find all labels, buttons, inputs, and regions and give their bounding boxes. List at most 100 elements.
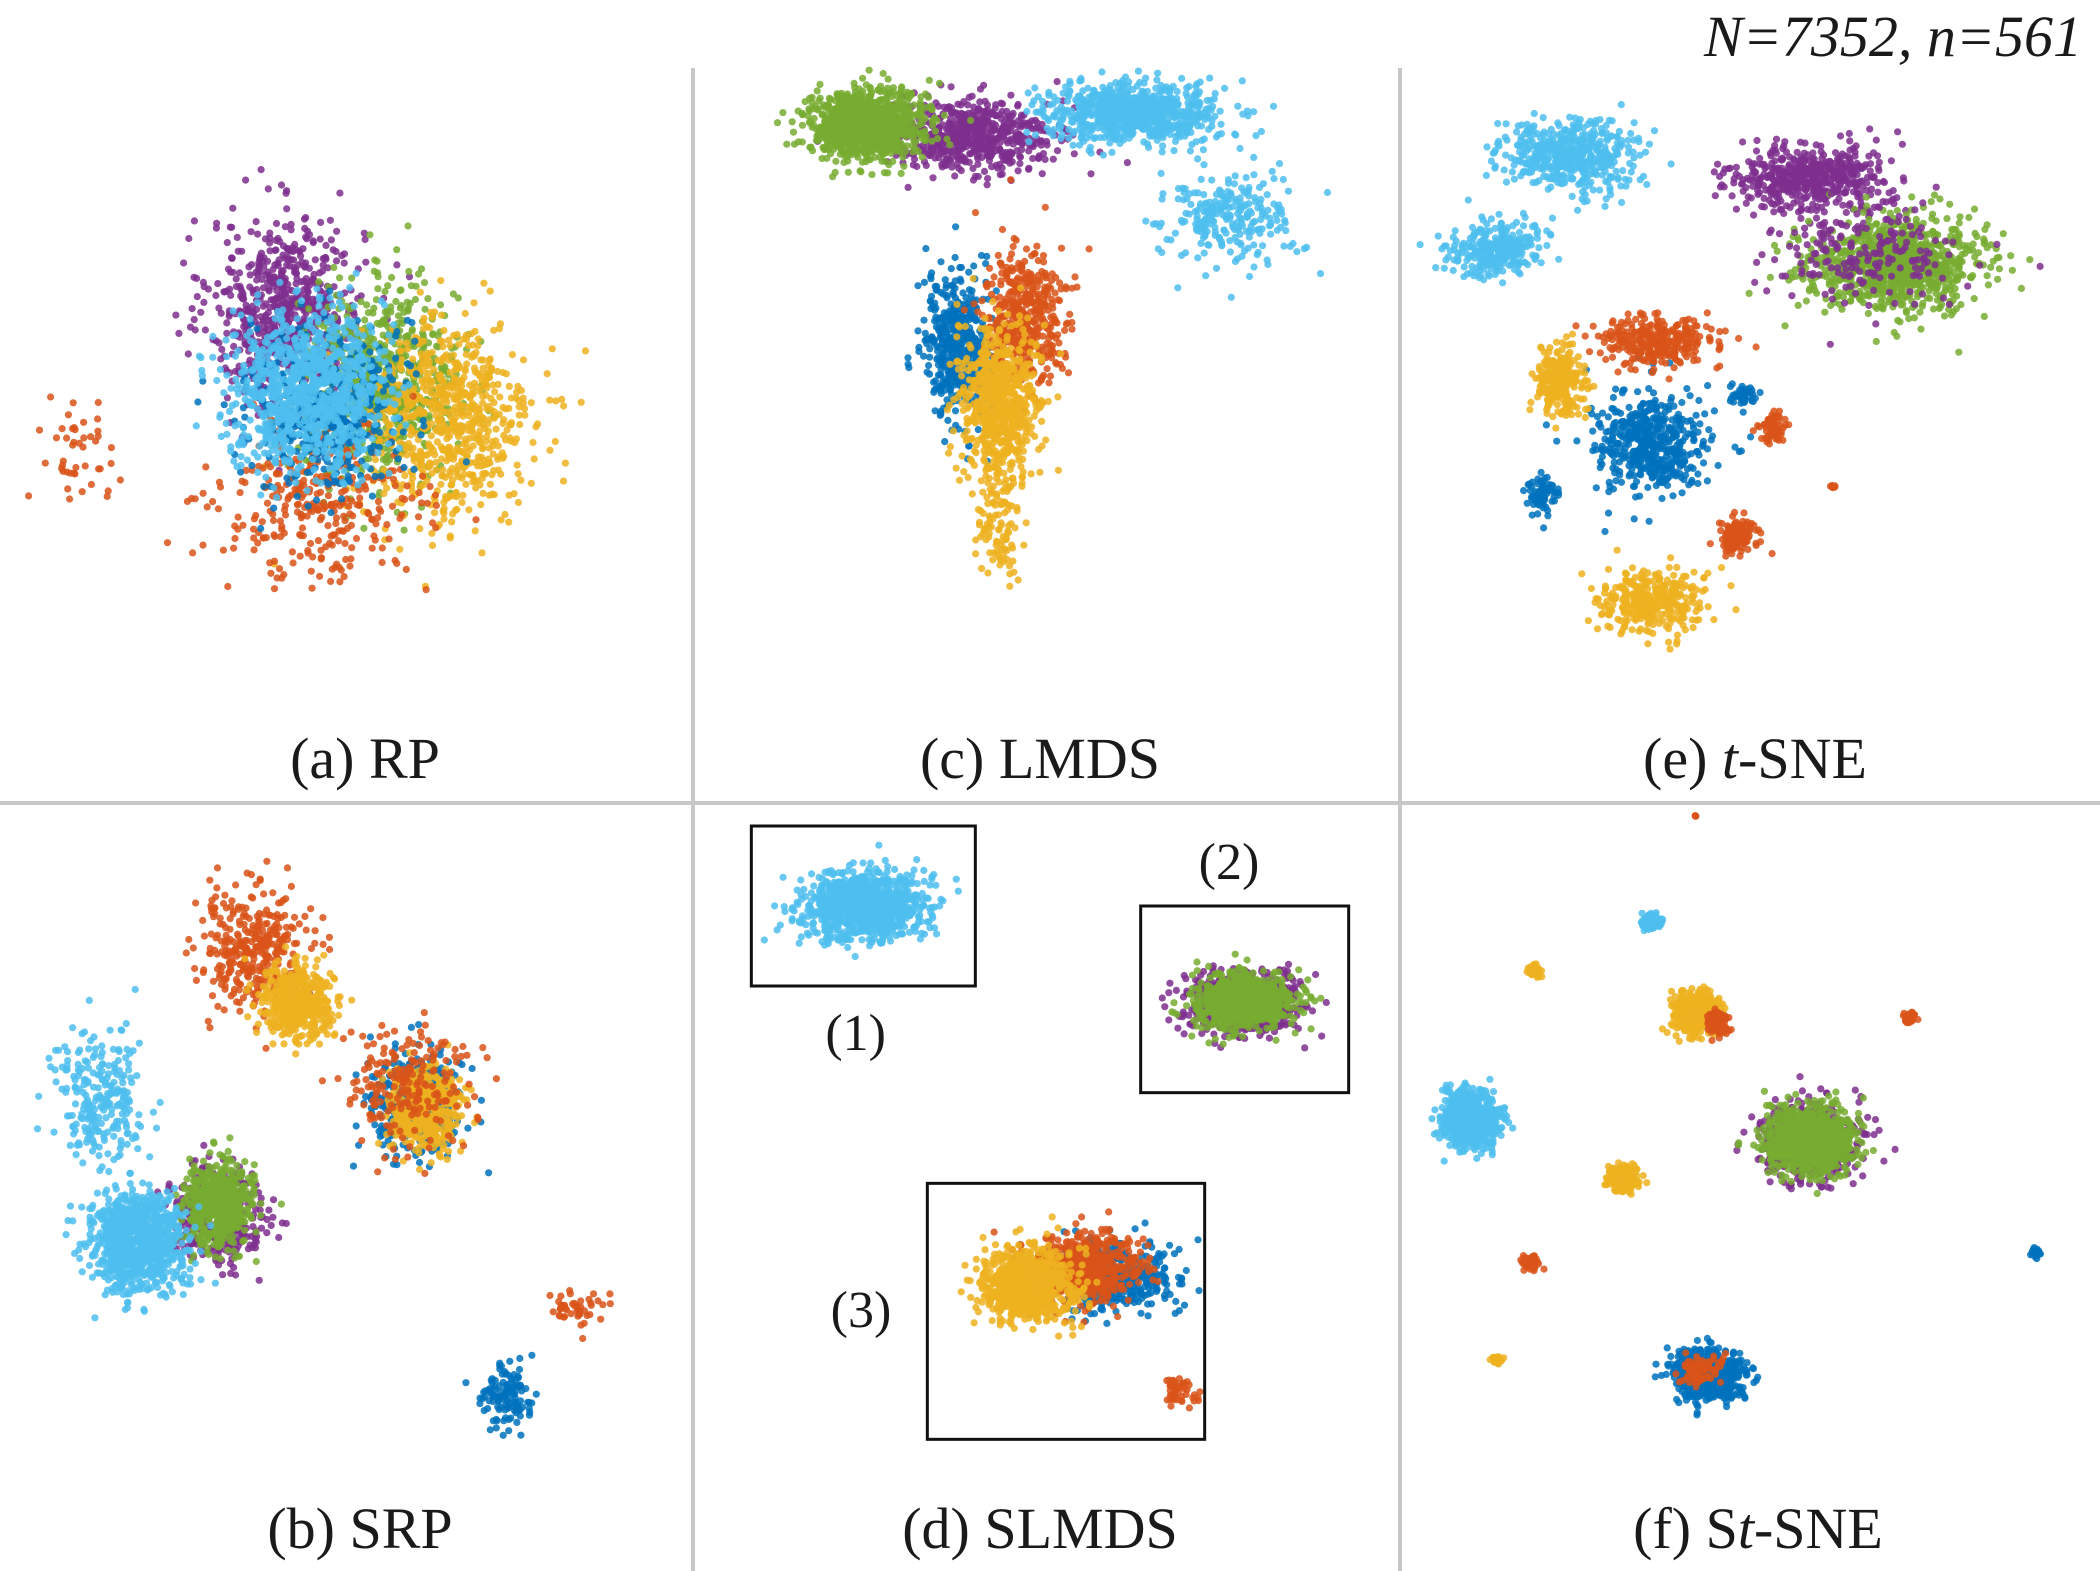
data-point xyxy=(185,936,192,943)
data-point xyxy=(477,501,484,508)
data-point xyxy=(346,284,353,291)
data-point xyxy=(371,256,378,263)
data-point xyxy=(381,399,388,406)
data-point xyxy=(338,567,345,574)
data-point xyxy=(234,347,241,354)
data-point xyxy=(275,449,282,456)
data-point xyxy=(243,987,250,994)
data-point xyxy=(277,376,284,383)
data-point xyxy=(221,952,228,959)
data-point xyxy=(487,481,494,488)
data-point xyxy=(257,491,264,498)
data-point xyxy=(459,492,466,499)
data-point xyxy=(366,382,373,389)
data-point xyxy=(479,445,486,452)
data-point xyxy=(80,419,87,426)
data-point xyxy=(306,231,313,238)
data-point xyxy=(217,411,224,418)
data-point xyxy=(451,493,458,500)
data-point xyxy=(326,335,333,342)
data-point xyxy=(351,303,358,310)
data-point xyxy=(258,949,265,956)
data-point xyxy=(218,346,225,353)
data-point xyxy=(365,309,372,316)
data-point xyxy=(353,535,360,542)
data-point xyxy=(94,428,101,435)
data-point xyxy=(281,255,288,262)
data-point xyxy=(274,931,281,938)
data-point xyxy=(321,424,328,431)
data-point xyxy=(220,921,227,928)
data-point xyxy=(416,525,423,532)
data-point xyxy=(206,950,213,957)
data-point xyxy=(327,970,334,977)
data-point xyxy=(431,509,438,516)
data-point xyxy=(427,383,434,390)
data-point xyxy=(411,452,418,459)
data-point xyxy=(355,444,362,451)
data-point xyxy=(336,274,343,281)
data-point xyxy=(508,394,515,401)
data-point xyxy=(324,522,331,529)
data-point xyxy=(273,470,280,477)
data-point xyxy=(225,969,232,976)
data-point xyxy=(64,485,71,492)
data-point xyxy=(241,955,248,962)
data-point xyxy=(272,387,279,394)
data-point xyxy=(331,471,338,478)
data-point xyxy=(360,525,367,532)
data-point xyxy=(70,439,77,446)
data-point xyxy=(429,542,436,549)
data-point xyxy=(254,299,261,306)
data-point xyxy=(434,426,441,433)
data-point xyxy=(252,512,259,519)
data-point xyxy=(180,259,187,266)
data-point xyxy=(193,422,200,429)
data-point xyxy=(485,362,492,369)
data-point xyxy=(428,390,435,397)
data-point xyxy=(417,289,424,296)
data-point xyxy=(255,425,262,432)
data-point xyxy=(202,326,209,333)
data-point xyxy=(175,330,182,337)
data-point xyxy=(363,463,370,470)
data-point xyxy=(25,492,32,499)
data-point xyxy=(333,514,340,521)
data-point xyxy=(212,292,219,299)
data-point xyxy=(320,505,327,512)
data-point xyxy=(311,405,318,412)
data-point xyxy=(304,408,311,415)
data-point xyxy=(367,1033,374,1040)
data-point xyxy=(235,906,242,913)
data-point xyxy=(280,439,287,446)
data-point xyxy=(465,342,472,349)
data-point xyxy=(416,1159,423,1166)
data-point xyxy=(312,360,319,367)
data-point xyxy=(283,205,290,212)
data-point xyxy=(327,326,334,333)
data-point xyxy=(232,331,239,338)
data-point xyxy=(36,427,43,434)
data-point xyxy=(263,858,270,865)
data-point xyxy=(262,474,269,481)
data-point xyxy=(266,304,273,311)
data-point xyxy=(249,894,256,901)
data-point xyxy=(499,369,506,376)
data-point xyxy=(269,266,276,273)
data-point xyxy=(227,269,234,276)
data-point xyxy=(223,932,230,939)
data-point xyxy=(247,328,254,335)
data-point xyxy=(213,884,220,891)
data-point xyxy=(380,388,387,395)
data-point xyxy=(279,348,286,355)
data-point xyxy=(480,490,487,497)
data-point xyxy=(289,993,296,1000)
data-point xyxy=(314,956,321,963)
data-point xyxy=(309,553,316,560)
data-point xyxy=(270,505,277,512)
data-point xyxy=(246,399,253,406)
data-point xyxy=(369,435,376,442)
data-point xyxy=(310,1035,317,1042)
data-point xyxy=(361,316,368,323)
data-point xyxy=(437,1051,444,1058)
